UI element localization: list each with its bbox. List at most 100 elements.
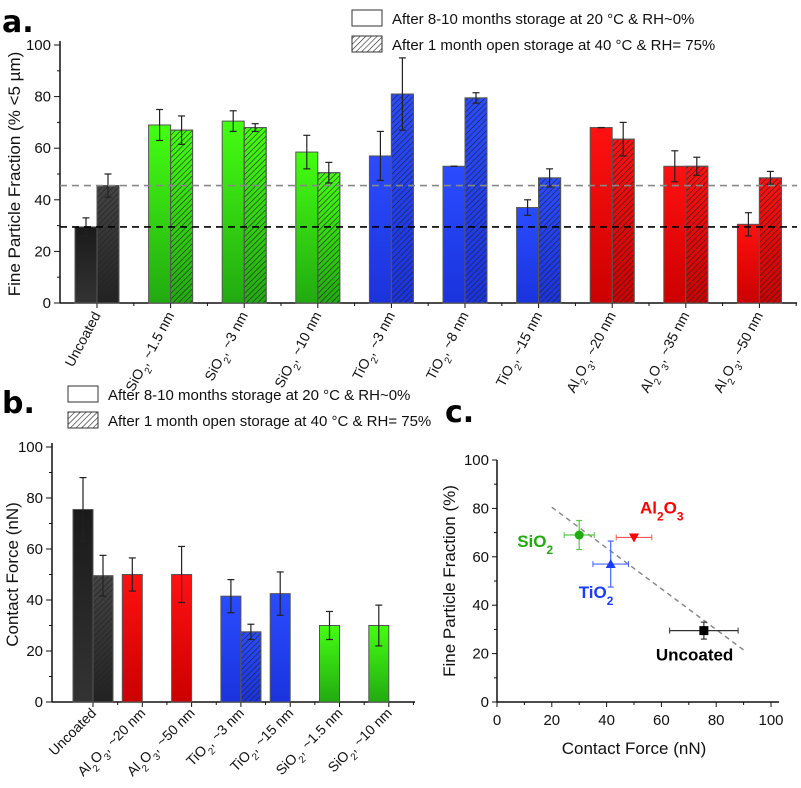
label-part: , ~3 nm [362, 309, 398, 358]
point-label: SiO2 [517, 532, 553, 557]
subscript: 2 [348, 751, 360, 763]
subscript: 2 [725, 377, 737, 387]
subscript: 3 [733, 362, 746, 372]
legend-label: After 1 month open storage at 40 °C & RH… [392, 37, 715, 54]
label-part: Al [123, 759, 143, 779]
subscript: 2 [512, 362, 524, 372]
label-part: , ~15 nm [246, 705, 296, 755]
x-category-label: TiO2, ~8 nm [423, 309, 477, 385]
label-part: SiO [272, 750, 300, 778]
y-tick-label: 0 [43, 295, 51, 312]
point-triangle-up [605, 559, 616, 569]
bar-fresh [442, 165, 466, 304]
label-part: , ~1.5 nm [136, 309, 178, 368]
bar-fresh [74, 226, 98, 304]
subscript: 2 [607, 594, 614, 608]
point-circle [574, 530, 584, 540]
subscript: 2 [442, 355, 454, 365]
legend-label: After 8-10 months storage at 20 °C & RH~… [392, 11, 694, 28]
point-label: Uncoated [656, 646, 733, 665]
y-tick-label: 80 [34, 89, 51, 106]
panel-c-label: c. [445, 395, 474, 430]
subscript: 2 [652, 377, 664, 387]
y-tick-label: 80 [472, 500, 489, 517]
y-axis-label: Fine Particle Fraction (%) [440, 485, 459, 677]
subscript: 2 [140, 763, 152, 775]
y-tick-label: 60 [34, 140, 51, 157]
label-part: Uncoated [656, 646, 733, 665]
bar-fresh [148, 124, 172, 304]
point-triangle-down [629, 533, 639, 543]
subscript: 3 [586, 362, 599, 372]
bar-hatch [170, 129, 194, 304]
legend-swatch-aged [67, 411, 99, 429]
x-category-label: SiO2, ~3 nm [201, 309, 256, 386]
label-part: , ~50 nm [148, 705, 198, 755]
fit-line [551, 506, 745, 651]
panel-a-label: a. [2, 5, 34, 40]
label-part: , ~20 nm [579, 309, 619, 365]
label-part: TiO [227, 747, 254, 774]
y-tick-label: 40 [34, 192, 51, 209]
x-tick-label: 60 [653, 712, 670, 729]
label-part: , ~10 nm [345, 705, 395, 755]
panel-b-label: b. [2, 386, 35, 421]
y-tick-label: 100 [464, 452, 489, 469]
bar-hatch [758, 177, 782, 304]
bar-fresh [516, 207, 540, 304]
x-category-label: Uncoated [61, 309, 103, 369]
x-category-label: SiO2, ~10 nm [271, 309, 329, 393]
subscript: 2 [250, 751, 262, 763]
point-label: Al2O3 [640, 498, 684, 523]
y-tick-label: 20 [34, 243, 51, 260]
x-category-label: Al2O3, ~20 nm [563, 309, 624, 398]
label-part: , ~10 nm [285, 309, 325, 365]
x-category-label: Al2O3, ~35 nm [636, 309, 697, 398]
y-tick-label: 60 [26, 541, 43, 558]
y-axis-label: Contact Force (nN) [3, 502, 22, 647]
bar-fresh [221, 120, 245, 304]
subscript: 2 [578, 377, 590, 387]
label-part: , ~35 nm [653, 309, 693, 365]
x-tick-label: 80 [708, 712, 725, 729]
bar-hatch [96, 185, 120, 304]
y-tick-label: 100 [18, 439, 43, 456]
subscript: 2 [90, 763, 102, 775]
bar-hatch [611, 138, 635, 304]
label-part: , ~3 nm [202, 705, 247, 750]
label-part: O [664, 498, 677, 517]
x-axis-label: Contact Force (nN) [562, 739, 707, 758]
label-part: , ~20 nm [98, 705, 148, 755]
subscript: 2 [206, 746, 218, 758]
label-part: TiO [183, 742, 210, 769]
y-tick-label: 40 [472, 597, 489, 614]
legend-swatch-fresh [351, 9, 383, 27]
legend-label: After 8-10 months storage at 20 °C & RH~… [108, 387, 410, 404]
label-part: Al [640, 498, 657, 517]
y-axis-label: Fine Particle Fraction (% <5 µm) [5, 52, 24, 297]
x-category-label: TiO2, ~15 nm [492, 309, 550, 392]
x-category-label: Al2O3, ~50 nm [710, 309, 771, 398]
label-part: , ~8 nm [435, 309, 471, 358]
subscript: 3 [677, 509, 684, 523]
y-tick-label: 0 [35, 694, 43, 711]
bar-hatch [464, 97, 488, 304]
subscript: 2 [142, 366, 154, 376]
bar-hatch [243, 127, 267, 304]
label-part: , ~15 nm [505, 309, 545, 365]
x-tick-label: 40 [598, 712, 615, 729]
subscript: 2 [296, 754, 308, 766]
label-part: , ~3 nm [215, 309, 251, 358]
label-part: SiO [517, 532, 546, 551]
x-tick-label: 100 [758, 712, 783, 729]
subscript: 2 [546, 543, 553, 557]
label-part: Al [74, 759, 94, 779]
y-tick-label: 80 [26, 490, 43, 507]
label-part: TiO [579, 583, 607, 602]
bar-hatch [685, 165, 709, 304]
subscript: 2 [657, 509, 664, 523]
point-label: TiO2 [579, 583, 614, 608]
legend-swatch-aged [351, 35, 383, 53]
